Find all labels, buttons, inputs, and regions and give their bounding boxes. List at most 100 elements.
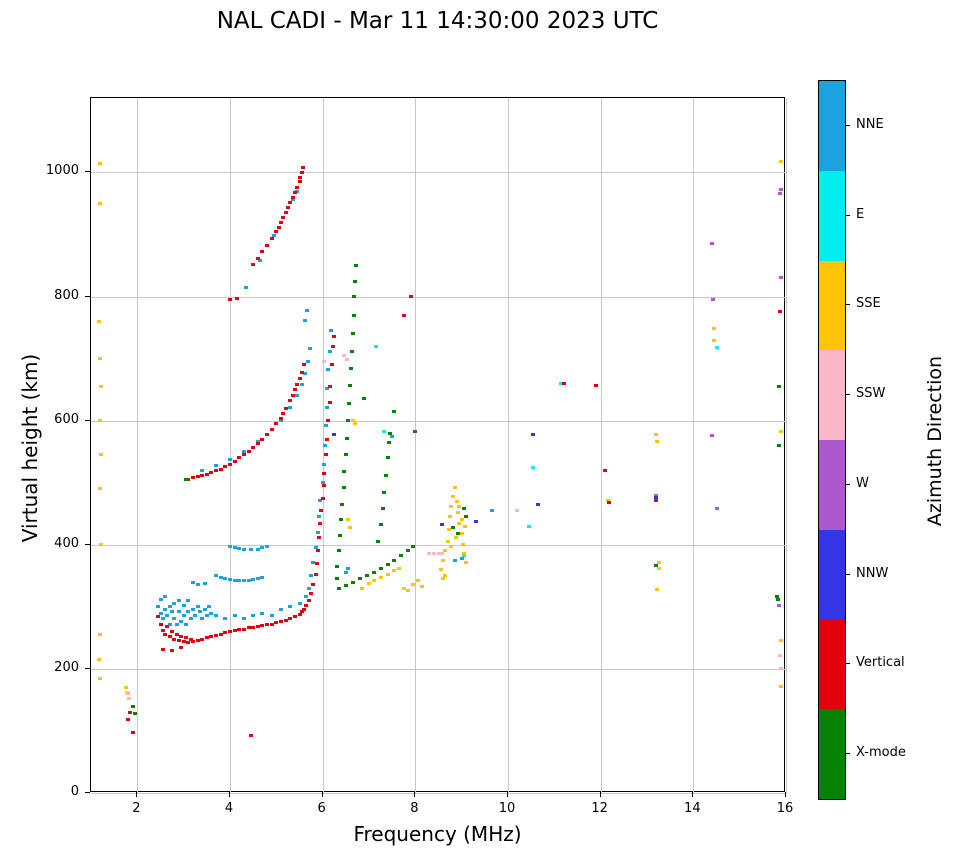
scatter-point-sse [459, 532, 464, 536]
colorbar-tick [846, 663, 850, 665]
scatter-point-w [714, 507, 719, 511]
scatter-point-vertical [265, 432, 270, 436]
scatter-point-nne [232, 545, 237, 549]
scatter-point-vertical [228, 630, 232, 634]
scatter-point-vertical [232, 459, 237, 463]
scatter-point-sse [99, 453, 104, 457]
scatter-point-vertical [290, 394, 295, 398]
scatter-point-sse [420, 585, 425, 589]
scatter-point-x-mode [378, 566, 383, 570]
scatter-point-vertical [170, 648, 175, 652]
scatter-point-sse [350, 419, 355, 423]
scatter-point-sse [98, 419, 103, 423]
y-tick-mark [85, 792, 90, 793]
scatter-point-x-mode [385, 563, 390, 567]
scatter-point-vertical [265, 244, 270, 248]
scatter-point-nne [272, 234, 277, 238]
scatter-point-vertical [204, 636, 209, 640]
scatter-point-vertical [248, 734, 253, 738]
scatter-point-sse [371, 579, 376, 583]
scatter-point-vertical [311, 583, 316, 586]
scatter-point-vertical [179, 646, 184, 650]
scatter-point-vertical [269, 237, 274, 241]
scatter-point-vertical [330, 344, 335, 348]
scatter-point-vertical [561, 381, 566, 385]
scatter-point-vertical [288, 399, 293, 403]
scatter-point-sse [98, 487, 103, 491]
scatter-point-sse [779, 638, 784, 642]
scatter-point-ssw [344, 358, 349, 362]
scatter-point-vertical [251, 625, 256, 629]
scatter-point-sse [460, 543, 465, 547]
x-tick-label: 16 [776, 801, 794, 816]
scatter-point-vertical [126, 718, 131, 722]
scatter-point-nne [223, 577, 228, 581]
gridline-horizontal [91, 296, 786, 298]
scatter-point-ssw [341, 354, 346, 358]
scatter-point-w [654, 493, 659, 497]
scatter-point-x-mode [371, 570, 376, 574]
scatter-point-nne [307, 347, 312, 351]
scatter-point-vertical [319, 509, 324, 513]
scatter-point-vertical [260, 623, 265, 627]
scatter-point-vertical [204, 472, 209, 476]
scatter-point-x-mode [350, 332, 355, 336]
scatter-point-nne [160, 616, 165, 620]
scatter-point-nne [214, 463, 219, 467]
scatter-point-nne [228, 578, 232, 582]
scatter-point-nne [193, 614, 198, 618]
scatter-point-vertical [269, 427, 274, 431]
colorbar-segment-label: X-mode [856, 745, 906, 761]
scatter-point-vertical [228, 298, 232, 302]
scatter-point-nne [255, 576, 260, 580]
scatter-point-nnw [332, 432, 337, 436]
scatter-point-vertical [223, 631, 228, 635]
scatter-point-nne [299, 383, 304, 387]
scatter-point-nne [158, 597, 163, 601]
scatter-point-nne [288, 605, 293, 609]
gridline-horizontal [91, 793, 786, 794]
scatter-point-nne [303, 372, 308, 376]
scatter-point-nne [313, 545, 318, 549]
scatter-point-nne [186, 610, 191, 614]
scatter-point-sse [454, 535, 459, 539]
y-tick-label: 800 [54, 287, 79, 303]
scatter-point-nne [452, 558, 457, 562]
scatter-point-w [779, 276, 784, 280]
scatter-point-x-mode [351, 313, 356, 317]
scatter-point-vertical [246, 449, 251, 453]
scatter-point-vertical [321, 484, 326, 488]
scatter-point-nne [304, 308, 309, 312]
scatter-point-sse [360, 586, 365, 590]
scatter-point-vertical [299, 170, 304, 174]
scatter-point-sse [449, 504, 454, 508]
y-tick-mark [85, 419, 90, 421]
scatter-point-nne [304, 595, 309, 599]
colorbar-tick [846, 304, 850, 306]
scatter-point-x-mode [354, 264, 359, 268]
scatter-point-nne [459, 556, 464, 560]
gridline-horizontal [91, 172, 786, 174]
scatter-point-vertical [163, 632, 168, 636]
scatter-point-ssw [126, 697, 131, 701]
x-axis-label: Frequency (MHz) [353, 822, 522, 846]
scatter-point-sse [656, 566, 661, 570]
scatter-point-x-mode [339, 518, 344, 522]
scatter-point-nne [181, 604, 186, 608]
x-tick-mark [229, 792, 230, 797]
scatter-point-nne [195, 605, 200, 609]
scatter-point-nne [174, 622, 179, 626]
scatter-point-sse [712, 327, 717, 331]
scatter-point-vertical [237, 628, 242, 632]
scatter-point-x-mode [341, 486, 346, 490]
scatter-point-sse [441, 577, 446, 581]
scatter-point-vertical [246, 626, 251, 630]
scatter-point-vertical [160, 628, 165, 632]
scatter-point-vertical [195, 638, 200, 642]
gridline-vertical [230, 98, 231, 793]
scatter-point-sse [367, 581, 371, 585]
scatter-point-sse [378, 575, 383, 579]
scatter-point-vertical [295, 383, 300, 387]
scatter-point-vertical [130, 730, 135, 734]
scatter-point-nnw [531, 433, 536, 437]
